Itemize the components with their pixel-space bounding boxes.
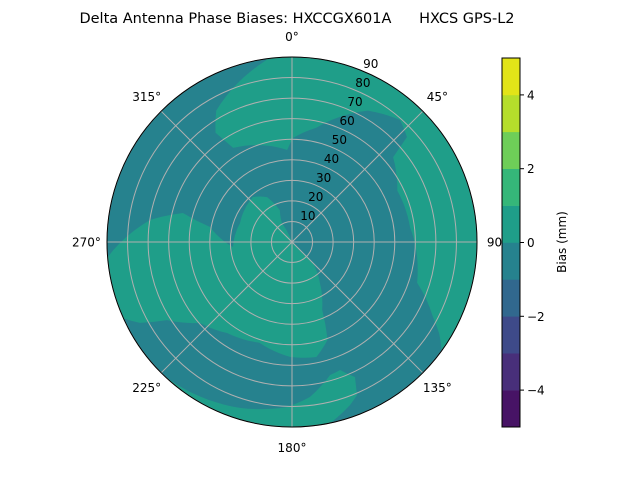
colorbar: −4 −2 0 2 4 <box>501 57 545 428</box>
radial-tick-label: 30 <box>316 171 331 185</box>
colorbar-label: Bias (mm) <box>555 211 569 273</box>
polar-frame <box>106 56 478 428</box>
contour-region-2 <box>164 370 357 427</box>
radial-tick-label: 80 <box>355 76 370 90</box>
colorbar-segment <box>502 205 520 243</box>
angular-tick-label: 225° <box>132 381 161 395</box>
angular-gridline <box>160 241 293 374</box>
radial-tick-label: 70 <box>347 95 362 109</box>
radial-tick-label: 60 <box>340 114 355 128</box>
colorbar-segment <box>502 58 520 96</box>
angular-tick-label: 45° <box>427 90 448 104</box>
colorbar-tick-label: 2 <box>527 162 535 176</box>
angular-tick-label: 315° <box>132 90 161 104</box>
contour-region-0 <box>215 57 477 351</box>
radial-tick-label: 40 <box>324 152 339 166</box>
radial-tick-label: 10 <box>300 209 315 223</box>
radial-tick-label: 50 <box>332 133 347 147</box>
angular-gridline <box>160 110 293 243</box>
angular-tick-label: 0° <box>285 30 299 44</box>
angular-gridline <box>291 110 424 243</box>
colorbar-segment <box>502 353 520 391</box>
colorbar-tick-label: 4 <box>527 88 535 102</box>
colorbar-segment <box>502 131 520 169</box>
radial-tick-label: 90 <box>363 57 378 71</box>
colorbar-segment <box>502 94 520 133</box>
radial-tick-label: 20 <box>308 190 323 204</box>
colorbar-segment <box>502 168 520 206</box>
colorbar-segment <box>502 316 520 354</box>
colorbar-segment <box>502 279 520 317</box>
colorbar-segment <box>502 242 520 280</box>
angular-gridline <box>291 241 424 374</box>
colorbar-segment <box>502 390 520 428</box>
colorbar-tick-label: −4 <box>527 384 545 398</box>
colorbar-tick-label: 0 <box>527 236 535 250</box>
angular-tick-label: 180° <box>278 441 307 455</box>
polar-axes <box>106 56 478 428</box>
angular-tick-label: 135° <box>423 381 452 395</box>
colorbar-tick-label: −2 <box>527 310 545 324</box>
angular-tick-label: 270° <box>72 236 101 250</box>
chart-title: Delta Antenna Phase Biases: HXCCGX601A H… <box>79 11 514 27</box>
